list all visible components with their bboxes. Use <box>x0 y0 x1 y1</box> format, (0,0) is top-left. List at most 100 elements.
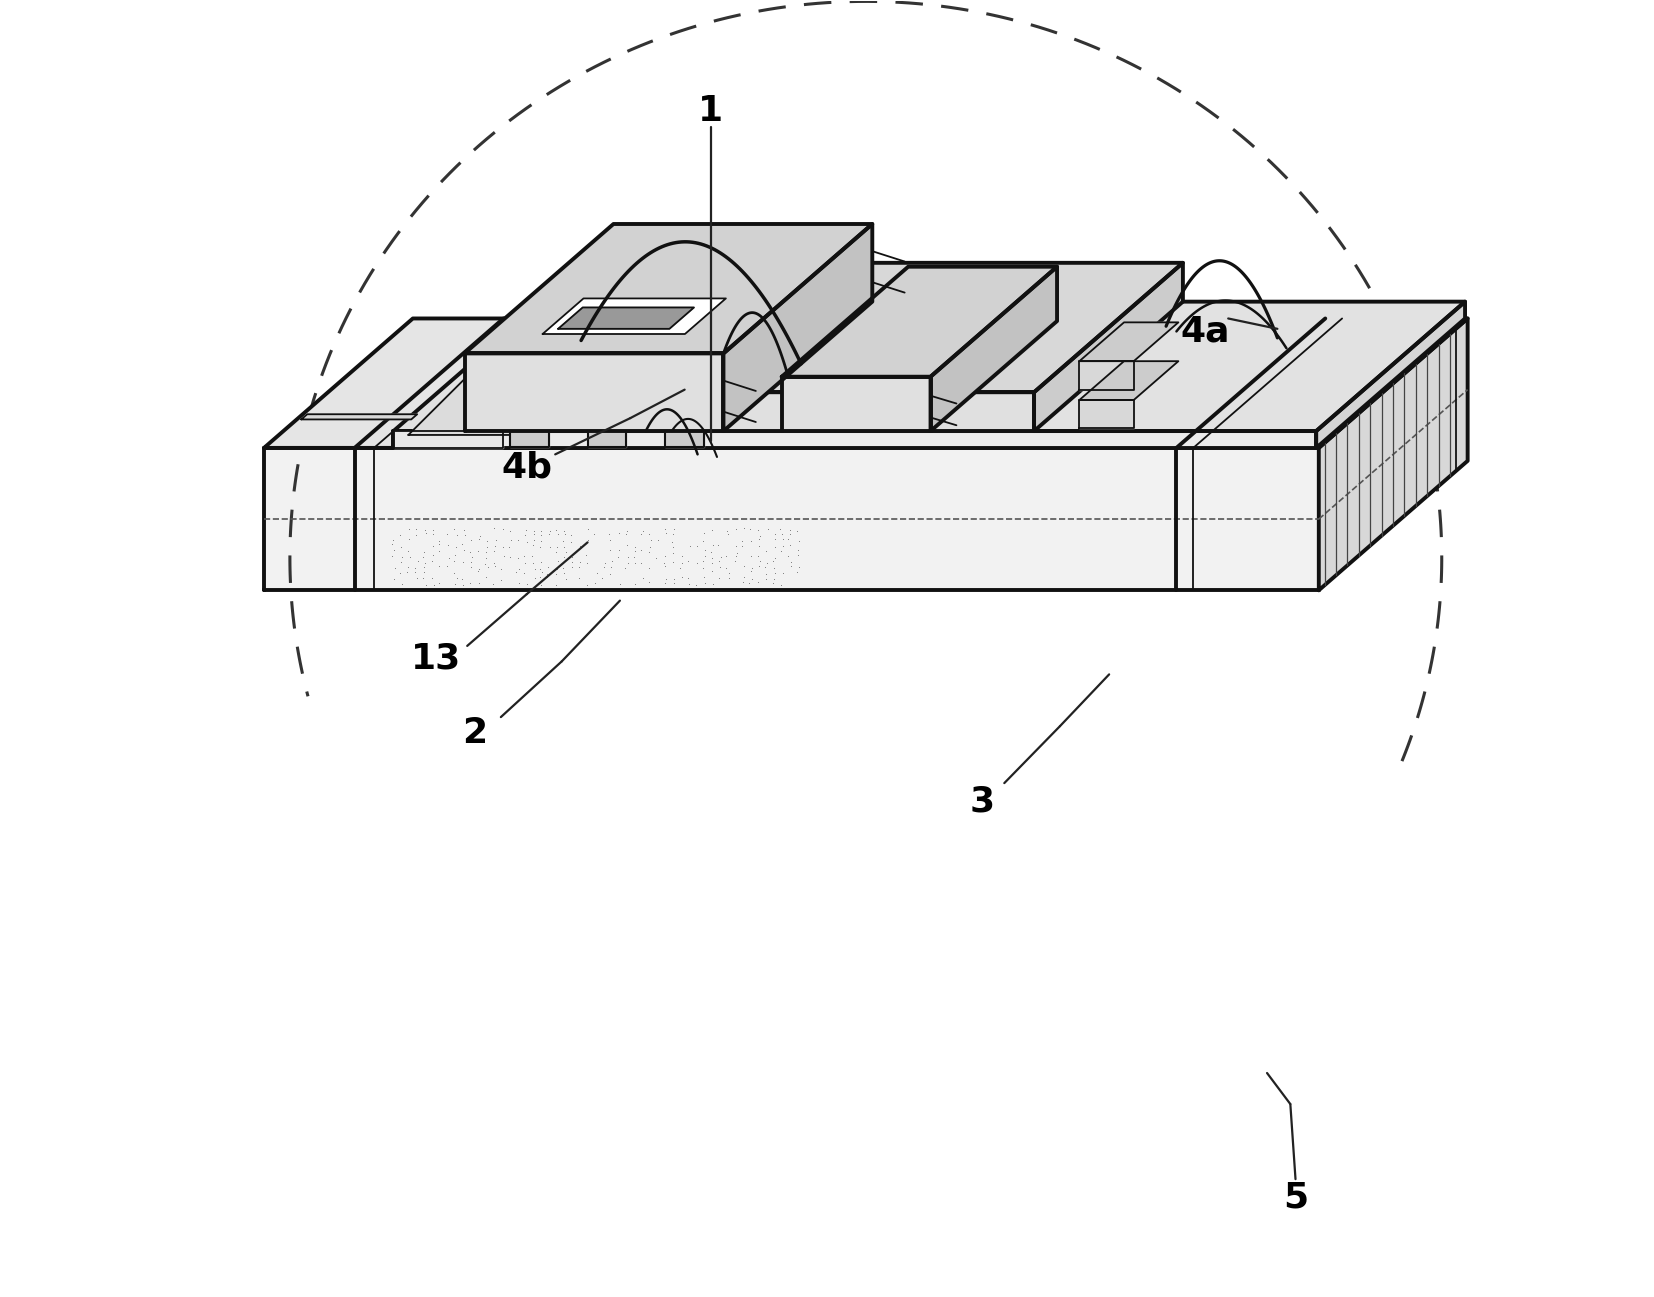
Point <box>728 387 754 407</box>
Point <box>905 333 931 354</box>
Point <box>761 371 787 392</box>
Text: 13: 13 <box>412 642 461 676</box>
Point <box>781 368 807 389</box>
Point <box>878 340 905 361</box>
Point <box>731 518 758 538</box>
Point <box>1024 309 1050 329</box>
Point <box>412 520 438 541</box>
Point <box>989 314 1016 335</box>
Point <box>481 553 508 573</box>
Point <box>986 311 1012 332</box>
Point <box>805 335 832 355</box>
Point <box>544 551 571 572</box>
Point <box>1042 323 1068 344</box>
Point <box>698 520 724 541</box>
Point <box>822 374 849 394</box>
Point <box>933 309 959 329</box>
Point <box>736 572 762 593</box>
Point <box>442 562 468 582</box>
Point <box>681 370 708 390</box>
Text: 1: 1 <box>698 95 723 128</box>
Point <box>668 546 695 567</box>
Point <box>597 556 624 577</box>
Point <box>743 392 769 412</box>
Point <box>521 520 547 541</box>
Point <box>660 542 686 563</box>
Point <box>776 528 802 549</box>
Point <box>762 537 789 558</box>
Point <box>754 519 781 540</box>
Point <box>433 524 460 545</box>
Point <box>442 550 468 571</box>
Point <box>506 558 533 578</box>
Point <box>825 354 852 375</box>
Point <box>389 551 415 572</box>
Point <box>842 316 868 337</box>
Point <box>762 547 789 568</box>
Point <box>668 383 695 403</box>
Point <box>996 309 1022 329</box>
Point <box>1044 302 1070 323</box>
Point <box>887 305 913 326</box>
Point <box>465 562 491 582</box>
Point <box>774 353 801 374</box>
Point <box>443 525 470 546</box>
Point <box>799 375 825 396</box>
Point <box>582 572 609 593</box>
Point <box>706 568 733 589</box>
Point <box>705 534 731 555</box>
Point <box>635 572 662 593</box>
Point <box>660 519 686 540</box>
Point <box>850 346 877 367</box>
Point <box>743 364 769 385</box>
Point <box>1022 323 1049 344</box>
Point <box>769 536 796 556</box>
Point <box>410 567 437 588</box>
Point <box>706 550 733 571</box>
Point <box>643 370 670 390</box>
Point <box>615 547 642 568</box>
Point <box>834 310 860 331</box>
Point <box>420 524 447 545</box>
Point <box>824 366 850 387</box>
Point <box>1024 328 1050 349</box>
Point <box>782 388 809 409</box>
Point <box>665 370 691 390</box>
Point <box>638 529 665 550</box>
Point <box>442 545 468 565</box>
Point <box>959 301 986 322</box>
Point <box>969 381 996 402</box>
Point <box>658 359 685 380</box>
Point <box>949 316 976 337</box>
Point <box>758 398 784 419</box>
Point <box>736 375 762 396</box>
Point <box>473 567 500 588</box>
Point <box>822 381 849 402</box>
Text: 5: 5 <box>1284 1180 1308 1214</box>
Polygon shape <box>509 431 549 446</box>
Point <box>997 335 1024 355</box>
Point <box>860 336 887 357</box>
Point <box>643 364 670 385</box>
Point <box>435 547 461 568</box>
Point <box>635 542 662 563</box>
Point <box>660 366 686 387</box>
Point <box>395 541 422 562</box>
Point <box>789 398 815 419</box>
Point <box>807 374 834 394</box>
Point <box>410 546 437 567</box>
Point <box>858 366 885 387</box>
Point <box>829 361 855 381</box>
Point <box>743 387 769 407</box>
Point <box>1040 380 1067 401</box>
Point <box>852 375 878 396</box>
Point <box>913 331 939 351</box>
Point <box>853 363 880 384</box>
Point <box>574 553 600 573</box>
Point <box>652 376 678 397</box>
Point <box>458 529 485 550</box>
Point <box>915 379 941 399</box>
Point <box>860 315 887 336</box>
Point <box>1030 366 1057 387</box>
Point <box>557 525 584 546</box>
